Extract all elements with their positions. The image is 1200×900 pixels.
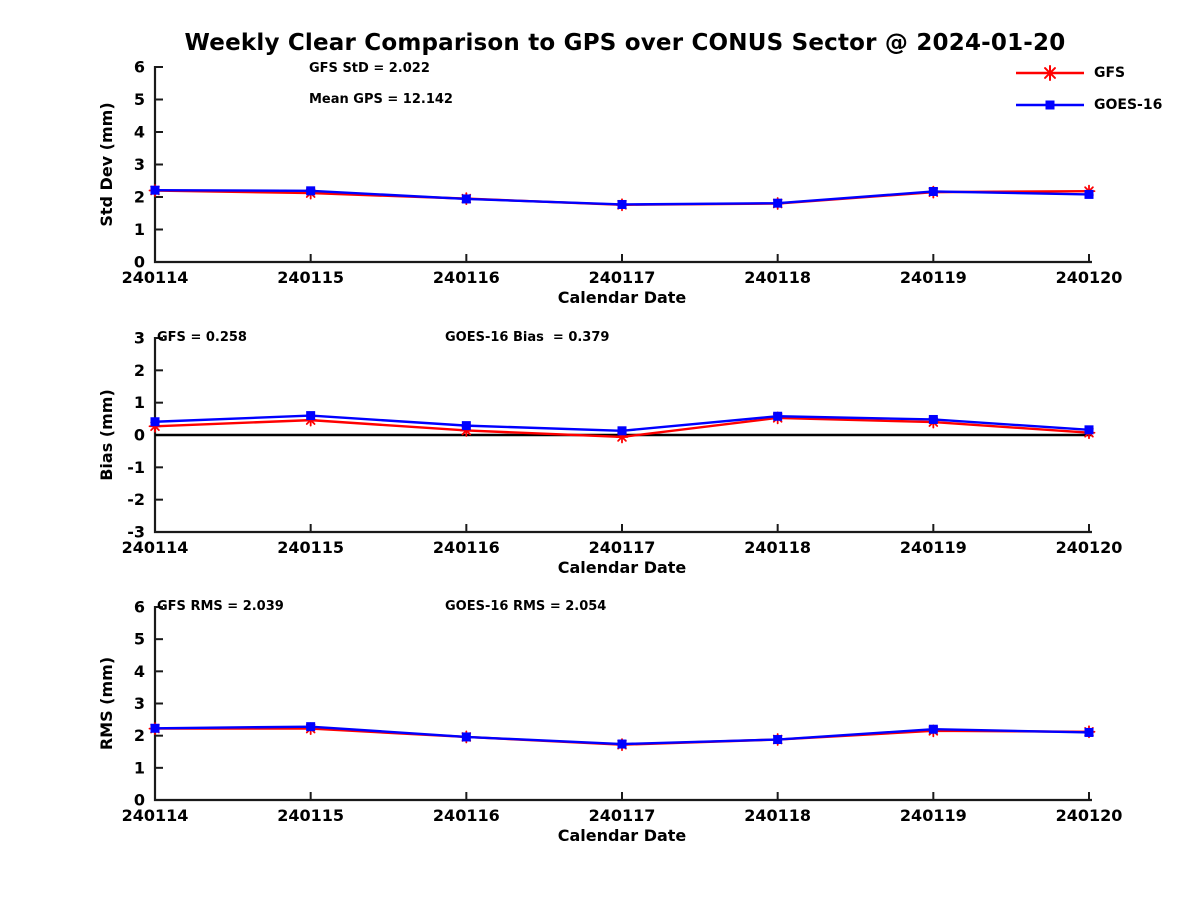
x-tick-label: 240116	[433, 538, 500, 557]
marker-goes-16-240119	[928, 414, 938, 424]
marker-goes-16-240114	[150, 417, 160, 427]
annotation-gfs-rms: GFS RMS = 2.039	[157, 599, 284, 614]
y-tick-label: 6	[134, 58, 145, 77]
x-tick-label: 240116	[433, 268, 500, 287]
annotation-goes16-rms: GOES-16 RMS = 2.054	[445, 599, 607, 614]
y-tick-label: 3	[134, 329, 145, 348]
y-tick-label: -2	[127, 490, 145, 509]
y-axis-label: RMS (mm)	[97, 657, 116, 750]
legend-square-marker	[1045, 100, 1055, 109]
y-tick-label: -3	[127, 523, 145, 542]
y-tick-label: 3	[134, 694, 145, 713]
marker-goes-16-240117	[617, 426, 627, 436]
legend-item-goes16: GOES-16	[1014, 95, 1162, 114]
plot-2: 0 1 2 3 4 5 6 240114 240115 240116 240117 240118 240…	[97, 598, 1122, 846]
marker-goes-16-240116	[461, 194, 471, 204]
gfs-line-marker-icon	[1016, 64, 1084, 81]
y-tick-label: 0	[134, 426, 145, 445]
y-tick-label: 5	[134, 90, 145, 109]
y-tick-label: 1	[134, 393, 145, 412]
annotation-goes16-bias: GOES-16 Bias = 0.379	[445, 330, 610, 345]
y-tick-label: 2	[134, 726, 145, 745]
x-tick-label: 240119	[900, 268, 967, 287]
marker-goes-16-240118	[773, 198, 783, 208]
legend-label-goes16: GOES-16	[1094, 96, 1163, 113]
y-tick-label: 2	[134, 361, 145, 380]
legend-asterisk-marker	[1042, 64, 1058, 81]
x-tick-label: 240116	[433, 806, 500, 825]
legend-item-gfs: GFS	[1014, 63, 1162, 82]
y-tick-label: 1	[134, 758, 145, 777]
y-tick-label: 6	[134, 598, 145, 617]
marker-goes-16-240120	[1084, 727, 1094, 737]
marker-goes-16-240117	[617, 199, 627, 209]
x-tick-label: 240118	[744, 806, 811, 825]
goes16-line-marker-icon	[1016, 100, 1084, 109]
y-axis-label: Bias (mm)	[97, 389, 116, 481]
annotation-gfs-bias: GFS = 0.258	[157, 330, 247, 345]
x-axis-label: Calendar Date	[558, 288, 687, 307]
x-tick-label: 240117	[589, 806, 656, 825]
marker-goes-16-240117	[617, 739, 627, 749]
y-axis-label: Std Dev (mm)	[97, 102, 116, 226]
annotation-gfs-std: GFS StD = 2.022	[309, 61, 430, 76]
x-tick-label: 240117	[589, 538, 656, 557]
x-tick-label: 240114	[122, 538, 189, 557]
x-tick-label: 240114	[122, 806, 189, 825]
x-tick-label: 240118	[744, 268, 811, 287]
y-tick-label: 2	[134, 188, 145, 207]
x-tick-label: 240117	[589, 268, 656, 287]
marker-goes-16-240115	[306, 722, 316, 732]
x-tick-label: 240119	[900, 538, 967, 557]
marker-goes-16-240115	[306, 411, 316, 421]
marker-goes-16-240114	[150, 185, 160, 195]
x-tick-label: 240115	[277, 538, 344, 557]
x-axis-label: Calendar Date	[558, 826, 687, 845]
marker-goes-16-240118	[773, 735, 783, 745]
x-tick-label: 240120	[1056, 268, 1123, 287]
y-tick-label: 0	[134, 253, 145, 272]
x-tick-label: 240114	[122, 268, 189, 287]
chart-title: Weekly Clear Comparison to GPS over CONU…	[184, 30, 1066, 56]
y-tick-label: 4	[134, 662, 145, 681]
x-tick-label: 240120	[1056, 538, 1123, 557]
marker-goes-16-240116	[461, 732, 471, 742]
axis-spines	[153, 66, 1092, 264]
marker-goes-16-240120	[1084, 425, 1094, 435]
marker-goes-16-240119	[928, 186, 938, 196]
plot-1: -3 -2 -1 0 1 2 3 240114 240115 240116 240117 240118…	[97, 329, 1122, 578]
x-axis-label: Calendar Date	[558, 558, 687, 577]
marker-goes-16-240116	[461, 421, 471, 431]
y-tick-label: -1	[127, 458, 145, 477]
annotation-mean-gps: Mean GPS = 12.142	[309, 92, 453, 107]
marker-goes-16-240115	[306, 186, 316, 196]
y-tick-label: 0	[134, 791, 145, 810]
marker-goes-16-240119	[928, 724, 938, 734]
axis-spines	[153, 606, 1092, 802]
x-tick-label: 240118	[744, 538, 811, 557]
x-tick-label: 240120	[1056, 806, 1123, 825]
x-tick-label: 240115	[277, 806, 344, 825]
legend-label-gfs: GFS	[1094, 64, 1126, 81]
y-tick-label: 1	[134, 220, 145, 239]
plot-0: 0 1 2 3 4 5 6 240114 240115 240116 240117 240118 240…	[97, 58, 1122, 308]
y-tick-label: 4	[134, 123, 145, 142]
legend: GFS GOES-16	[1014, 63, 1162, 127]
y-tick-label: 3	[134, 155, 145, 174]
marker-goes-16-240114	[150, 723, 160, 733]
y-tick-label: 5	[134, 630, 145, 649]
marker-goes-16-240120	[1084, 189, 1094, 199]
marker-goes-16-240118	[773, 411, 783, 421]
x-tick-label: 240119	[900, 806, 967, 825]
x-tick-label: 240115	[277, 268, 344, 287]
